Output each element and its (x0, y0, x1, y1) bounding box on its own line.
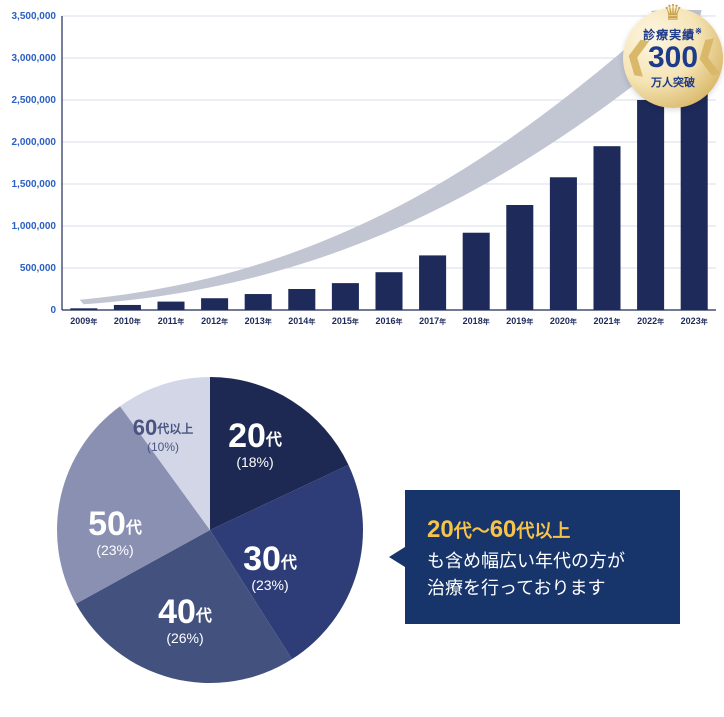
badge-circle: ♛ ❱ ❰ 診療実績※ 300 万人突破 (623, 8, 723, 108)
bar (637, 100, 664, 310)
bar-chart: 0 500,000 1,000,000 1,500,000 2,000,000 2,500… (0, 10, 720, 360)
bar (114, 305, 141, 310)
crown-icon: ♛ (663, 2, 683, 24)
x-tick-label: 2015年 (332, 316, 359, 326)
x-tick-label: 2013年 (245, 316, 272, 326)
callout-line2: も含め幅広い年代の方が (427, 551, 625, 571)
x-tick-label: 2014年 (288, 316, 315, 326)
x-tick-label: 2018年 (463, 316, 490, 326)
x-tick-label: 2010年 (114, 316, 141, 326)
growth-arrow-shaft (80, 20, 682, 304)
pie-pct: (26%) (166, 630, 203, 646)
y-tick-label: 0 (50, 305, 56, 316)
x-tick-label: 2019年 (506, 316, 533, 326)
y-tick-label: 3,500,000 (12, 11, 57, 22)
x-tick-label: 2012年 (201, 316, 228, 326)
pie-pct: (18%) (236, 454, 273, 470)
x-tick-label: 2017年 (419, 316, 446, 326)
callout-highlight: 20代〜60代以上 (427, 521, 570, 541)
bar (550, 177, 577, 310)
callout-box: 20代〜60代以上 も含め幅広い年代の方が 治療を行っております (405, 490, 680, 624)
bar (375, 272, 402, 310)
bar-chart-area: 0 500,000 1,000,000 1,500,000 2,000,000 2,500… (0, 10, 720, 360)
x-tick-label: 2021年 (593, 316, 620, 326)
pie-chart-wrap: 20代(18%)30代(23%)40代(26%)50代(23%)60代以上(10… (55, 375, 365, 685)
pie-pct: (23%) (96, 542, 133, 558)
bar (332, 283, 359, 310)
bar (157, 302, 184, 310)
y-tick-label: 2,500,000 (12, 95, 57, 106)
bar (288, 289, 315, 310)
y-tick-label: 500,000 (20, 263, 57, 274)
y-tick-label: 1,500,000 (12, 179, 57, 190)
bar (70, 308, 97, 310)
bar (201, 298, 228, 310)
y-tick-label: 1,000,000 (12, 221, 57, 232)
x-tick-label: 2020年 (550, 316, 577, 326)
pie-pct: (10%) (147, 440, 179, 454)
bar (245, 294, 272, 310)
bar (419, 255, 446, 310)
x-tick-label: 2016年 (375, 316, 402, 326)
pie-chart: 20代(18%)30代(23%)40代(26%)50代(23%)60代以上(10… (55, 375, 365, 685)
x-tick-label: 2009年 (70, 316, 97, 326)
y-tick-label: 3,000,000 (12, 53, 57, 64)
y-tick-label: 2,000,000 (12, 137, 57, 148)
achievement-badge: ♛ ❱ ❰ 診療実績※ 300 万人突破 (618, 3, 724, 113)
x-tick-label: 2011年 (158, 316, 185, 326)
lower-section: 20代(18%)30代(23%)40代(26%)50代(23%)60代以上(10… (0, 375, 724, 715)
badge-bottom-text: 万人突破 (651, 74, 695, 90)
bar (593, 146, 620, 310)
callout-line3: 治療を行っております (427, 578, 606, 598)
pie-pct: (23%) (251, 577, 288, 593)
x-tick-label: 2022年 (637, 316, 664, 326)
x-tick-label: 2023年 (681, 316, 708, 326)
bar (463, 233, 490, 310)
bar (506, 205, 533, 310)
